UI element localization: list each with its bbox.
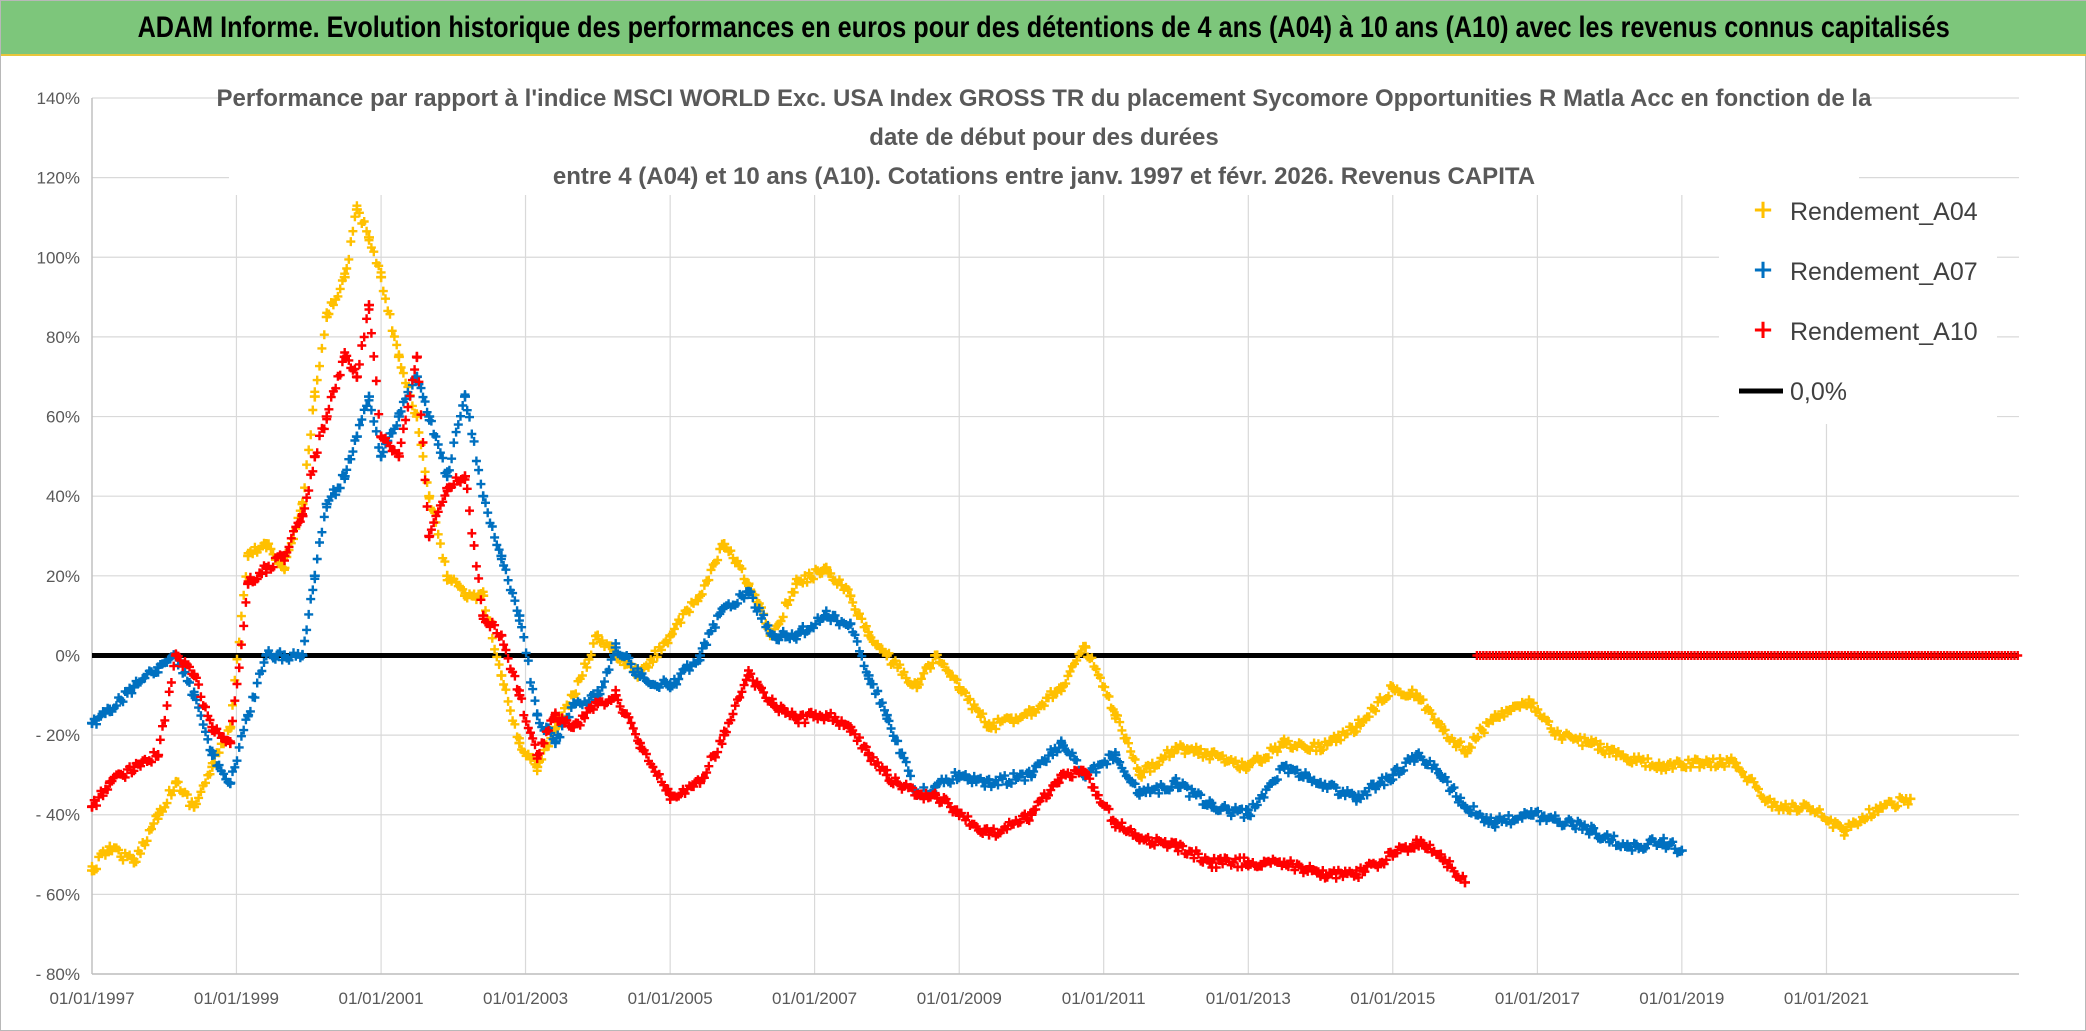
- x-tick-label: 01/01/2003: [483, 989, 568, 1008]
- y-tick-label: 100%: [37, 248, 80, 267]
- x-tick-label: 01/01/2011: [1062, 989, 1146, 1008]
- x-tick-label: 01/01/2001: [339, 989, 424, 1008]
- legend-marker-a04: +: [1752, 195, 1774, 225]
- report-title: ADAM Informe. Evolution historique des p…: [137, 10, 1951, 44]
- chart-grid: 140% 120% 100% 80% 60% 40% 20% 0% - 20% - 40% - 60…: [36, 89, 2019, 1008]
- title-background: [229, 78, 1859, 195]
- x-tick-label: 01/01/2009: [917, 989, 1002, 1008]
- legend-label-zero-line: 0,0%: [1790, 378, 1847, 406]
- y-tick-label: - 60%: [36, 885, 80, 904]
- legend-label-a04: Rendement_A04: [1790, 198, 1978, 226]
- y-tick-label: 0%: [55, 646, 80, 665]
- y-tick-label: - 40%: [36, 806, 80, 825]
- x-tick-label: 01/01/2017: [1495, 989, 1580, 1008]
- legend-marker-a10: +: [1752, 315, 1774, 345]
- data-point-cluster: [87, 372, 1685, 858]
- performance-chart: 140% 120% 100% 80% 60% 40% 20% 0% - 20% - 40% - 60…: [36, 78, 2023, 1008]
- report-banner: ADAM Informe. Evolution historique des p…: [1, 1, 2086, 56]
- x-tick-label: 01/01/2005: [628, 989, 713, 1008]
- chart-legend: + Rendement_A04 + Rendement_A07 + Rendem…: [1739, 195, 1978, 406]
- x-tick-label: 01/01/2021: [1784, 989, 1869, 1008]
- x-tick-label: 01/01/2013: [1206, 989, 1291, 1008]
- x-tick-label: 01/01/2007: [772, 989, 857, 1008]
- y-tick-label: 60%: [46, 408, 80, 427]
- y-tick-label: 40%: [46, 487, 80, 506]
- y-tick-label: - 20%: [36, 726, 80, 745]
- x-tick-label: 01/01/2019: [1639, 989, 1724, 1008]
- chart-data-layer: [87, 201, 2023, 888]
- legend-marker-a07: +: [1752, 255, 1774, 285]
- x-tick-label: 01/01/1997: [49, 989, 134, 1008]
- y-tick-label: 140%: [37, 89, 80, 108]
- chart-title-line-3: entre 4 (A04) et 10 ans (A10). Cotations…: [553, 163, 1535, 190]
- legend-background: [1719, 184, 1997, 424]
- legend-label-a10: Rendement_A10: [1790, 318, 1978, 346]
- y-tick-label: 120%: [37, 169, 80, 188]
- y-tick-label: 20%: [46, 567, 80, 586]
- series-Rendement_A07: [87, 371, 1687, 858]
- zero-segment: [1472, 651, 2023, 660]
- y-tick-label: 80%: [46, 328, 80, 347]
- chart-title-line-2: date de début pour des durées: [869, 124, 1218, 151]
- series-Rendement_A10: [87, 300, 2023, 888]
- data-point-cluster: [87, 305, 1468, 884]
- y-tick-label: - 80%: [36, 965, 80, 984]
- legend-label-a07: Rendement_A07: [1790, 258, 1978, 286]
- chart-title-line-1: Performance par rapport à l'indice MSCI …: [217, 85, 1873, 112]
- x-tick-label: 01/01/1999: [194, 989, 279, 1008]
- x-tick-label: 01/01/2015: [1350, 989, 1435, 1008]
